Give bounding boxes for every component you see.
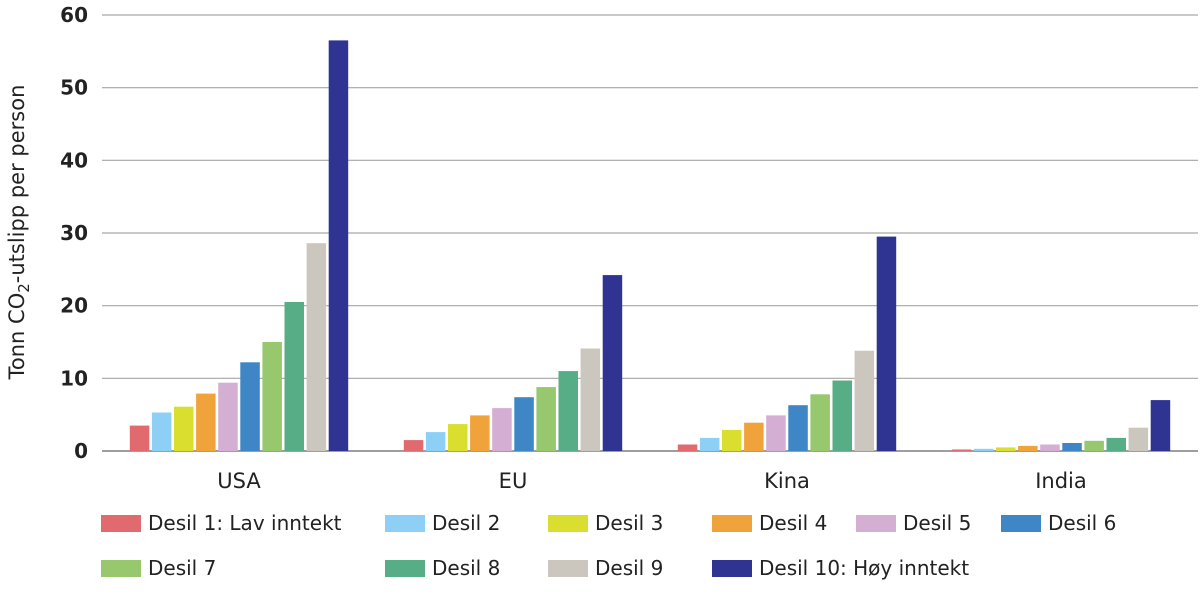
y-tick-label: 40 — [60, 148, 88, 172]
bar — [514, 397, 534, 451]
x-category-label: USA — [217, 469, 261, 493]
bar — [151, 412, 172, 451]
y-tick-label: 30 — [60, 221, 88, 245]
bar — [832, 380, 852, 451]
y-axis-ticks: 0 10 20 30 40 50 60 — [60, 3, 88, 463]
bar — [580, 348, 601, 451]
bar — [129, 425, 150, 451]
bar — [699, 437, 720, 451]
y-tick-label: 60 — [60, 3, 88, 27]
bar — [744, 422, 764, 451]
bar — [1084, 440, 1104, 451]
bar — [722, 429, 742, 451]
bar — [448, 424, 468, 451]
bar — [996, 447, 1016, 451]
bar — [240, 362, 260, 451]
y-tick-label: 50 — [60, 76, 88, 100]
bar — [328, 40, 349, 452]
bar — [766, 415, 786, 451]
bar — [854, 350, 875, 451]
bar — [174, 406, 194, 451]
bar — [196, 393, 216, 451]
x-category-label: EU — [499, 469, 528, 493]
bar — [1150, 400, 1171, 451]
bar — [1128, 427, 1149, 451]
y-tick-label: 0 — [74, 439, 88, 463]
y-tick-label: 20 — [60, 294, 88, 318]
bars — [129, 40, 1171, 452]
bar — [1062, 443, 1082, 451]
bar — [602, 275, 623, 451]
x-axis-categories: USA EU Kina India — [217, 469, 1087, 493]
x-category-label: Kina — [764, 469, 810, 493]
bar — [788, 405, 808, 451]
bar — [876, 236, 897, 451]
bar — [218, 382, 238, 451]
bar — [677, 444, 698, 451]
bar — [470, 415, 490, 451]
y-tick-label: 10 — [60, 366, 88, 390]
bar — [262, 342, 282, 451]
bar — [973, 448, 994, 451]
x-category-label: India — [1035, 469, 1087, 493]
y-axis-label: Tonn CO2-utslipp per person — [5, 85, 33, 381]
bar — [810, 394, 830, 451]
bar — [284, 302, 304, 451]
bar — [1106, 437, 1126, 451]
bar — [558, 371, 578, 451]
bar — [1018, 445, 1038, 451]
bar — [492, 408, 512, 451]
bar — [951, 449, 972, 451]
bar — [425, 432, 446, 451]
bar — [403, 440, 424, 451]
bar — [306, 243, 327, 451]
bar — [536, 387, 556, 451]
bar — [1040, 444, 1060, 451]
